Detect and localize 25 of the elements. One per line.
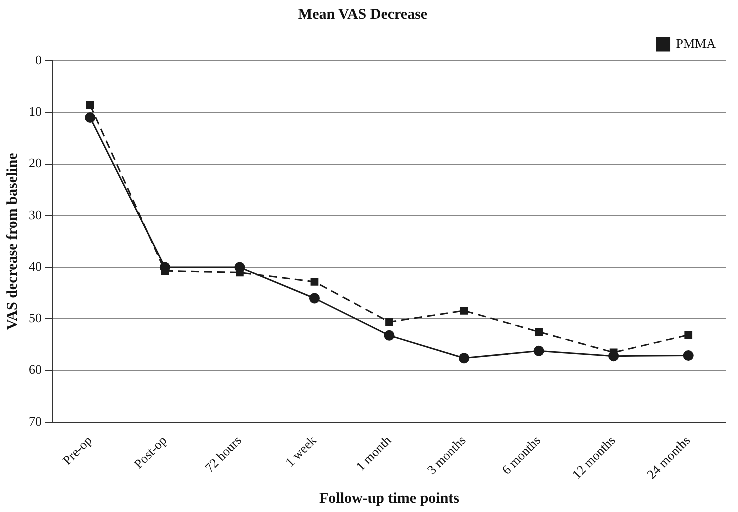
legend-label: PMMA [676, 36, 717, 51]
y-tick-label: 20 [29, 156, 42, 171]
y-tick-label: 60 [29, 362, 42, 378]
point [309, 293, 320, 304]
point [384, 330, 395, 341]
x-axis-title: Follow-up time points [319, 490, 460, 507]
point [85, 112, 96, 124]
point [534, 346, 544, 356]
point [683, 350, 694, 362]
point [459, 353, 470, 364]
x-tick-label: 1 week [282, 432, 320, 470]
point [310, 278, 319, 286]
y-tick-label: 0 [36, 52, 42, 68]
chart-title: Mean VAS Decrease [298, 6, 428, 23]
y-tick-label: 50 [29, 310, 42, 326]
point [535, 328, 543, 336]
y-tick-label: 40 [29, 258, 42, 274]
point [460, 306, 468, 315]
y-axis-title: VAS decrease from baseline [4, 152, 21, 330]
y-tick-label: 10 [29, 104, 42, 120]
point [386, 318, 394, 326]
point [684, 331, 693, 340]
y-tick-label: 30 [29, 207, 42, 222]
point [86, 101, 94, 110]
y-tick-label: 70 [29, 414, 42, 429]
